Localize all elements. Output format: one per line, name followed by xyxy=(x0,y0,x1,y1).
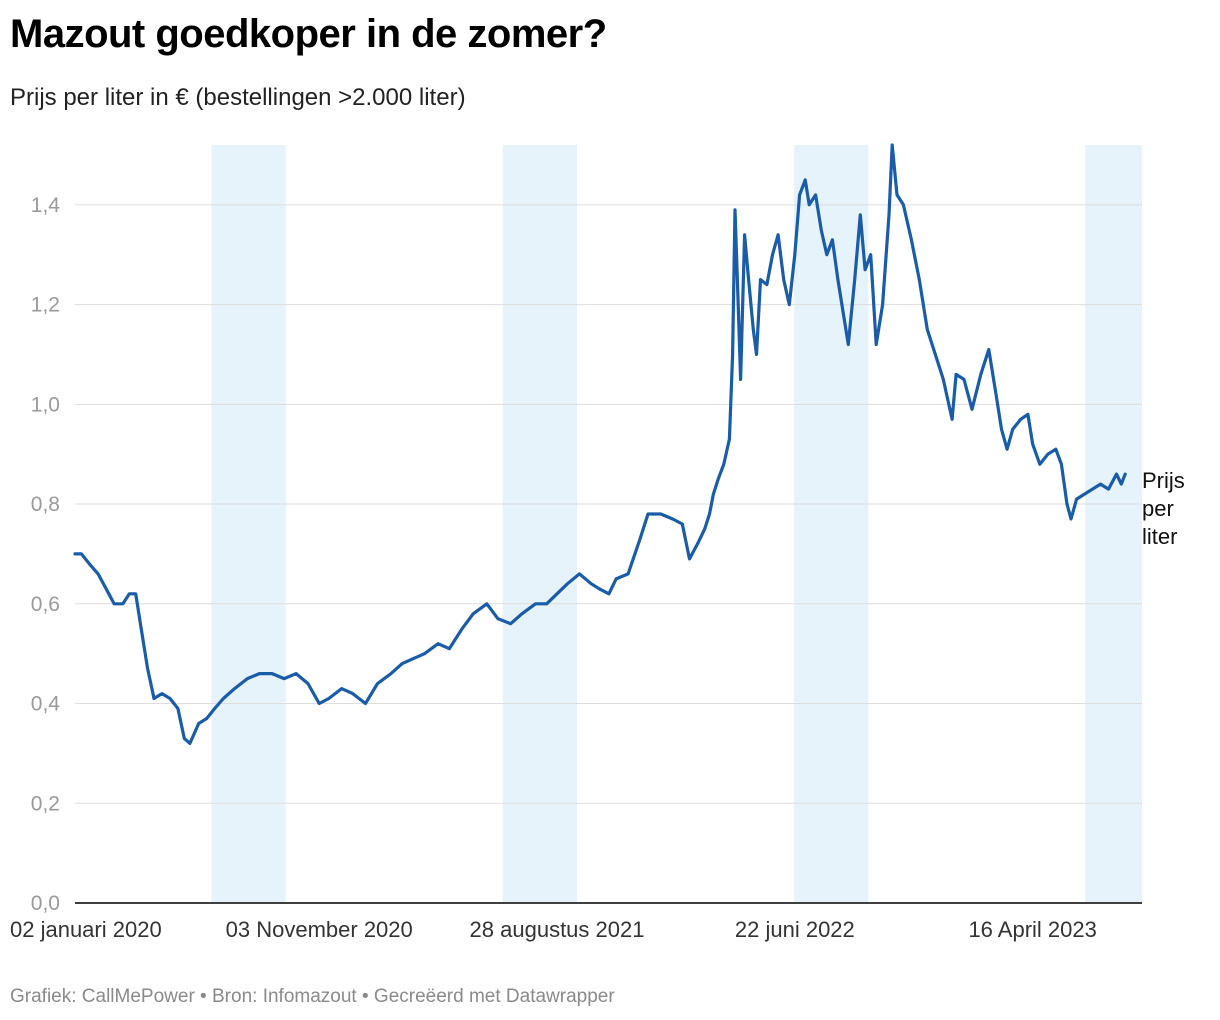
series-label-line: Prijs xyxy=(1142,468,1185,493)
y-gridlines xyxy=(75,204,1142,804)
footer-source: Bron: Infomazout xyxy=(212,986,357,1007)
footer-tool: Gecreëerd met Datawrapper xyxy=(373,986,615,1007)
summer-bands xyxy=(211,145,1142,903)
series-label: Prijs per liter xyxy=(1142,468,1185,549)
x-tick-label: 28 augustus 2021 xyxy=(470,917,645,942)
summer-band-1 xyxy=(211,145,286,903)
summer-band-2 xyxy=(502,145,577,903)
series-label-line: per xyxy=(1142,496,1174,521)
footer-separator: • xyxy=(194,986,212,1007)
summer-band-4 xyxy=(1085,145,1142,903)
chart-subtitle: Prijs per liter in € (bestellingen >2.00… xyxy=(10,84,466,111)
y-tick-label: 0,0 xyxy=(31,892,60,915)
y-tick-label: 0,4 xyxy=(31,693,61,716)
y-tick-label: 1,4 xyxy=(31,194,61,217)
chart-title: Mazout goedkoper in de zomer? xyxy=(10,12,607,56)
x-tick-label: 22 juni 2022 xyxy=(735,917,855,942)
y-tick-label: 0,2 xyxy=(31,792,60,815)
series-line-prijs-per-liter xyxy=(73,143,1127,745)
chart-footer: Grafiek: CallMePower • Bron: Infomazout … xyxy=(10,986,615,1008)
line-chart: 0,0 0,2 0,4 0,6 0,8 1,0 1,2 1,4 02 januari 2020… xyxy=(10,143,1185,942)
y-tick-labels: 0,0 0,2 0,4 0,6 0,8 1,0 1,2 1,4 xyxy=(31,194,61,915)
footer-separator: • xyxy=(356,986,374,1007)
y-tick-label: 1,2 xyxy=(31,294,60,317)
y-tick-label: 0,8 xyxy=(31,493,60,516)
x-tick-labels: 02 januari 2020 03 November 2020 28 august… xyxy=(10,917,1097,942)
x-tick-label: 16 April 2023 xyxy=(968,917,1096,942)
y-tick-label: 1,0 xyxy=(31,393,60,416)
x-tick-label: 03 November 2020 xyxy=(226,917,413,942)
x-tick-label: 02 januari 2020 xyxy=(10,917,162,942)
series-label-line: liter xyxy=(1142,524,1177,549)
footer-credit: Grafiek: CallMePower xyxy=(10,986,195,1007)
y-tick-label: 0,6 xyxy=(31,593,60,616)
